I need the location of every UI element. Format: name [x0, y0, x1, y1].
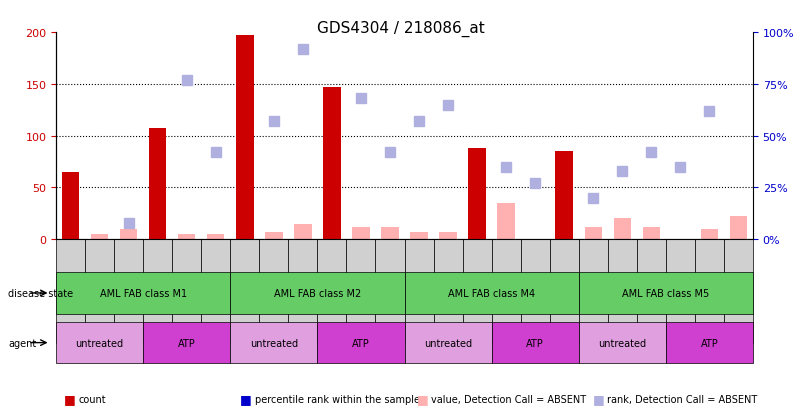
FancyBboxPatch shape — [578, 240, 608, 343]
Bar — [555, 152, 573, 240]
Text: ATP: ATP — [526, 338, 544, 348]
Text: untreated: untreated — [598, 338, 646, 348]
Text: disease state: disease state — [8, 288, 73, 298]
FancyBboxPatch shape — [85, 240, 114, 343]
Bar — [439, 232, 457, 240]
Text: agent: agent — [8, 338, 36, 348]
FancyBboxPatch shape — [114, 240, 143, 343]
Bar — [614, 219, 631, 240]
FancyBboxPatch shape — [694, 240, 724, 343]
Text: ATP: ATP — [352, 338, 370, 348]
Text: AML FAB class M4: AML FAB class M4 — [448, 288, 535, 298]
Bar — [207, 235, 224, 240]
FancyBboxPatch shape — [56, 240, 85, 343]
FancyBboxPatch shape — [608, 240, 637, 343]
FancyBboxPatch shape — [462, 240, 492, 343]
Text: ■: ■ — [417, 392, 429, 405]
Bar — [91, 235, 108, 240]
Text: ATP: ATP — [178, 338, 195, 348]
Text: value, Detection Call = ABSENT: value, Detection Call = ABSENT — [431, 394, 586, 404]
Bar — [149, 129, 167, 240]
Bar — [410, 232, 428, 240]
Bar — [265, 232, 283, 240]
FancyBboxPatch shape — [724, 240, 753, 343]
Text: GDS4304 / 218086_at: GDS4304 / 218086_at — [316, 21, 485, 37]
FancyBboxPatch shape — [521, 240, 549, 343]
FancyBboxPatch shape — [549, 240, 578, 343]
FancyBboxPatch shape — [637, 240, 666, 343]
Bar — [381, 227, 399, 240]
Text: untreated: untreated — [424, 338, 472, 348]
FancyBboxPatch shape — [666, 240, 694, 343]
FancyBboxPatch shape — [288, 240, 317, 343]
FancyBboxPatch shape — [260, 240, 288, 343]
Bar — [352, 227, 369, 240]
Bar — [120, 229, 138, 240]
Text: count: count — [78, 394, 106, 404]
Bar — [730, 217, 747, 240]
FancyBboxPatch shape — [433, 240, 462, 343]
Text: AML FAB class M5: AML FAB class M5 — [622, 288, 710, 298]
FancyBboxPatch shape — [376, 240, 405, 343]
Bar — [701, 229, 718, 240]
Text: ■: ■ — [593, 392, 605, 405]
Bar — [469, 149, 485, 240]
Text: ATP: ATP — [701, 338, 718, 348]
FancyBboxPatch shape — [405, 240, 433, 343]
Bar — [236, 36, 253, 240]
Text: untreated: untreated — [75, 338, 123, 348]
FancyBboxPatch shape — [317, 240, 346, 343]
Text: ■: ■ — [64, 392, 76, 405]
FancyBboxPatch shape — [201, 240, 231, 343]
Bar — [178, 235, 195, 240]
Bar — [642, 227, 660, 240]
FancyBboxPatch shape — [172, 240, 201, 343]
Bar — [585, 227, 602, 240]
FancyBboxPatch shape — [231, 240, 260, 343]
FancyBboxPatch shape — [492, 240, 521, 343]
Text: rank, Detection Call = ABSENT: rank, Detection Call = ABSENT — [607, 394, 758, 404]
Text: ■: ■ — [240, 392, 252, 405]
Text: percentile rank within the sample: percentile rank within the sample — [255, 394, 420, 404]
Text: AML FAB class M2: AML FAB class M2 — [274, 288, 361, 298]
FancyBboxPatch shape — [143, 240, 172, 343]
Bar — [294, 224, 312, 240]
Bar — [497, 204, 515, 240]
Text: untreated: untreated — [250, 338, 298, 348]
Bar — [323, 88, 340, 240]
Text: AML FAB class M1: AML FAB class M1 — [99, 288, 187, 298]
Bar — [555, 198, 573, 240]
FancyBboxPatch shape — [346, 240, 376, 343]
Bar — [62, 173, 79, 240]
